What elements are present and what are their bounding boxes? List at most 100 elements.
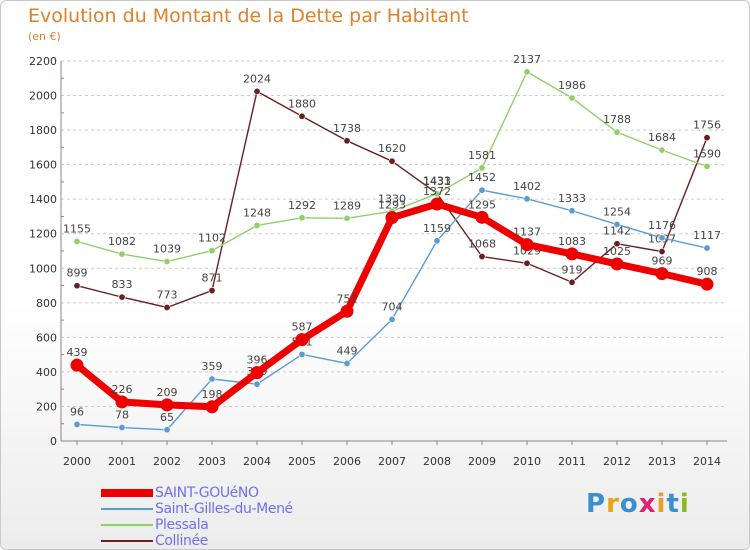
- data-point: [298, 112, 306, 120]
- data-label: 1756: [693, 119, 721, 132]
- data-label: 1254: [603, 205, 631, 218]
- y-tick-label: 1800: [29, 124, 57, 137]
- data-point: [73, 420, 81, 428]
- legend-swatch: [101, 508, 153, 510]
- data-point: [478, 186, 486, 194]
- data-label: 919: [562, 263, 583, 276]
- data-point: [343, 359, 351, 367]
- data-label: 1248: [243, 206, 271, 219]
- x-tick-label: 2003: [198, 455, 226, 468]
- data-point: [568, 207, 576, 215]
- x-tick-label: 2000: [63, 455, 91, 468]
- data-label: 1142: [603, 225, 631, 238]
- data-point: [433, 190, 441, 198]
- data-point: [658, 146, 666, 154]
- data-point: [343, 214, 351, 222]
- data-point: [70, 358, 84, 372]
- data-point: [613, 128, 621, 136]
- logo-letter: o: [619, 489, 639, 519]
- data-label: 1039: [153, 243, 181, 256]
- data-point: [118, 424, 126, 432]
- chart-subtitle: (en €): [28, 30, 61, 43]
- x-tick-label: 2014: [693, 455, 721, 468]
- y-tick-label: 2200: [29, 55, 57, 68]
- data-point: [163, 303, 171, 311]
- logo-letter: r: [606, 489, 620, 519]
- data-point: [478, 253, 486, 261]
- data-point: [73, 282, 81, 290]
- data-point: [523, 259, 531, 267]
- data-point: [208, 287, 216, 295]
- legend-item[interactable]: SAINT-GOUéNO: [101, 485, 293, 501]
- data-label: 2024: [243, 72, 271, 85]
- x-tick-label: 2010: [513, 455, 541, 468]
- legend-swatch: [101, 489, 153, 497]
- legend-item[interactable]: Saint-Gilles-du-Mené: [101, 501, 293, 517]
- data-label: 449: [337, 344, 358, 357]
- legend-label: Plessala: [155, 517, 209, 533]
- data-point: [658, 234, 666, 242]
- proxiti-logo: Proxiti: [586, 489, 690, 519]
- x-tick-label: 2011: [558, 455, 586, 468]
- data-point: [703, 162, 711, 170]
- data-label: 871: [202, 272, 223, 285]
- data-point: [115, 395, 129, 409]
- data-label: 899: [67, 267, 88, 280]
- data-point: [298, 214, 306, 222]
- data-label: 908: [697, 265, 718, 278]
- data-label: 1880: [288, 97, 316, 110]
- data-point: [163, 426, 171, 434]
- y-tick-label: 1600: [29, 159, 57, 172]
- data-point: [433, 237, 441, 245]
- data-label: 1433: [423, 174, 451, 187]
- data-point: [163, 258, 171, 266]
- data-label: 1082: [108, 235, 136, 248]
- data-label: 1590: [693, 147, 721, 160]
- data-point: [208, 375, 216, 383]
- data-label: 1788: [603, 113, 631, 126]
- logo-letter: P: [586, 489, 607, 519]
- data-point: [700, 277, 714, 291]
- data-label: 587: [292, 321, 313, 334]
- data-label: 2137: [513, 53, 541, 66]
- data-point: [253, 87, 261, 95]
- data-label: 1431: [423, 175, 451, 188]
- data-label: 1117: [693, 229, 721, 242]
- y-tick-label: 400: [36, 366, 57, 379]
- legend-item[interactable]: Plessala: [101, 517, 293, 533]
- data-point: [160, 398, 174, 412]
- data-point: [205, 400, 219, 414]
- data-point: [568, 278, 576, 286]
- data-label: 1372: [423, 185, 451, 198]
- x-tick-label: 2013: [648, 455, 676, 468]
- data-point: [523, 195, 531, 203]
- data-label: 1137: [513, 226, 541, 239]
- data-point: [655, 267, 669, 281]
- data-point: [430, 197, 444, 211]
- y-tick-label: 1000: [29, 262, 57, 275]
- x-tick-label: 2012: [603, 455, 631, 468]
- data-label: 1738: [333, 122, 361, 135]
- x-tick-label: 2005: [288, 455, 316, 468]
- data-point: [385, 211, 399, 225]
- data-label: 439: [67, 346, 88, 359]
- data-point: [118, 250, 126, 258]
- data-label: 773: [157, 288, 178, 301]
- data-label: 198: [202, 388, 223, 401]
- data-point: [73, 238, 81, 246]
- data-label: 1330: [378, 192, 406, 205]
- data-point: [520, 238, 534, 252]
- data-point: [340, 304, 354, 318]
- data-point: [613, 240, 621, 248]
- y-tick-label: 600: [36, 331, 57, 344]
- data-point: [253, 221, 261, 229]
- data-point: [343, 137, 351, 145]
- data-label: 1289: [333, 199, 361, 212]
- x-tick-label: 2002: [153, 455, 181, 468]
- x-tick-label: 2009: [468, 455, 496, 468]
- data-point: [478, 164, 486, 172]
- data-point: [388, 157, 396, 165]
- legend-item[interactable]: Collinée: [101, 533, 293, 549]
- data-label: 1083: [558, 235, 586, 248]
